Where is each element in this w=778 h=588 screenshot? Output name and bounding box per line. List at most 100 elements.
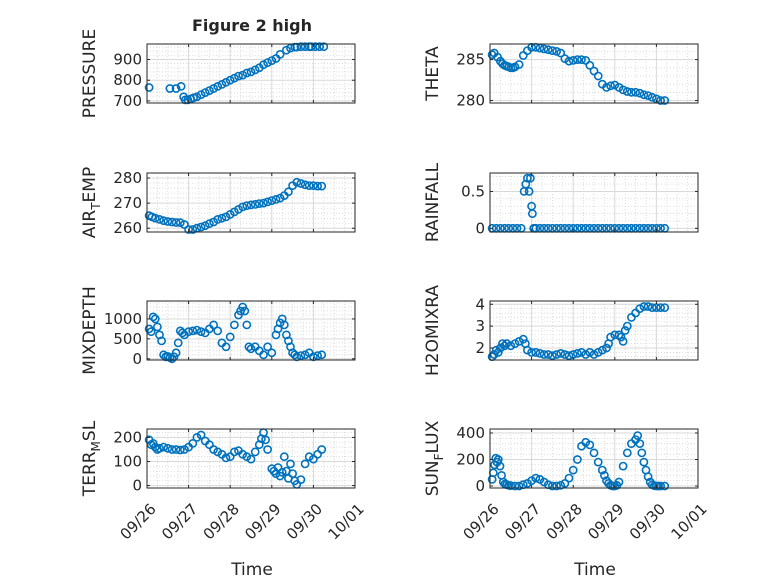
data-point [552,481,561,491]
data-point [242,201,252,210]
data-point [502,339,511,348]
data-point [213,326,223,336]
data-point [167,445,177,454]
data-point [548,481,557,491]
data-point [514,481,524,491]
data-point [660,303,670,312]
data-point [317,181,327,191]
data-point [200,88,210,97]
data-point [286,459,295,469]
data-point [577,55,586,64]
data-point [300,459,310,469]
data-point [204,86,214,95]
data-point [564,56,574,66]
data-point [556,348,566,358]
data-point [495,461,505,471]
data-point [221,342,231,352]
data-point [618,336,628,346]
data-point [229,447,239,457]
panel-theta: 280 285 THETA [423,42,699,110]
data-point [543,350,553,359]
data-point [196,327,206,337]
data-point [589,66,599,76]
data-point [531,473,541,483]
data-point [165,84,175,93]
data-point [300,42,310,52]
y-tick-label: 2 [475,339,485,357]
data-point [234,71,243,81]
data-point [639,302,649,311]
y-axis-label-theta: THETA [423,46,443,102]
data-point [498,339,507,348]
data-point [643,91,653,100]
axes-box [146,300,356,361]
data-point [527,347,536,357]
data-point [292,177,302,187]
x-tick-label: 09/26 [459,500,502,543]
axes-box [146,43,356,104]
data-point [244,342,254,352]
plot-area [147,173,355,232]
x-axis-label-right: Time [573,560,616,580]
y-tick-label: 270 [113,194,142,212]
data-point [597,465,607,475]
x-axis-label-left: Time [230,560,273,580]
data-point [524,186,534,196]
data-point [221,77,231,87]
data-point [171,445,181,454]
data-point [543,45,553,55]
x-tick-label: 10/01 [667,500,710,543]
data-point [177,328,187,338]
data-point [564,351,574,360]
data-point [556,480,566,490]
data-point [618,85,628,95]
data-point [635,88,645,98]
data-point [267,196,277,205]
data-point [261,435,270,445]
data-point [593,71,603,81]
x-tick-label: 10/01 [324,500,367,543]
data-point [259,198,268,208]
data-point [200,221,210,231]
series-terr_msl [144,428,327,489]
data-point [229,320,239,330]
panel-air_temp: 260 270 280 AIRTEMP [80,167,356,238]
y-tick-label: 0 [475,219,485,237]
y-axis-label-pressure: PRESSURE [80,29,100,118]
data-point [600,470,609,480]
data-point [271,194,281,204]
plot-area [490,429,698,488]
data-point [308,181,318,190]
y-tick-label: 100 [113,453,142,471]
x-tick-label: 09/30 [283,500,326,543]
x-tick-label: 09/27 [501,500,544,543]
data-point [155,214,164,224]
y-tick-label: 280 [113,169,142,187]
y-tick-label: 1000 [104,310,142,328]
x-tick-label: 09/28 [543,500,586,543]
data-point [523,345,532,355]
data-point [656,481,665,491]
data-point [552,350,561,359]
y-axis-label-terr_msl: TERRMSL [80,420,103,497]
data-point [631,87,640,97]
data-point [500,341,509,351]
series-pressure [144,42,329,105]
data-point [300,350,310,360]
data-point [637,448,647,458]
data-point [152,322,162,332]
data-point [246,454,256,464]
data-point [597,345,607,355]
data-point [589,350,599,359]
data-point [296,179,306,188]
data-point [296,351,306,360]
data-point [539,350,549,359]
plot-area [490,173,698,232]
data-point [296,475,306,484]
data-point [585,440,595,450]
data-point [217,213,227,223]
data-point [518,334,528,344]
data-point [614,330,624,340]
